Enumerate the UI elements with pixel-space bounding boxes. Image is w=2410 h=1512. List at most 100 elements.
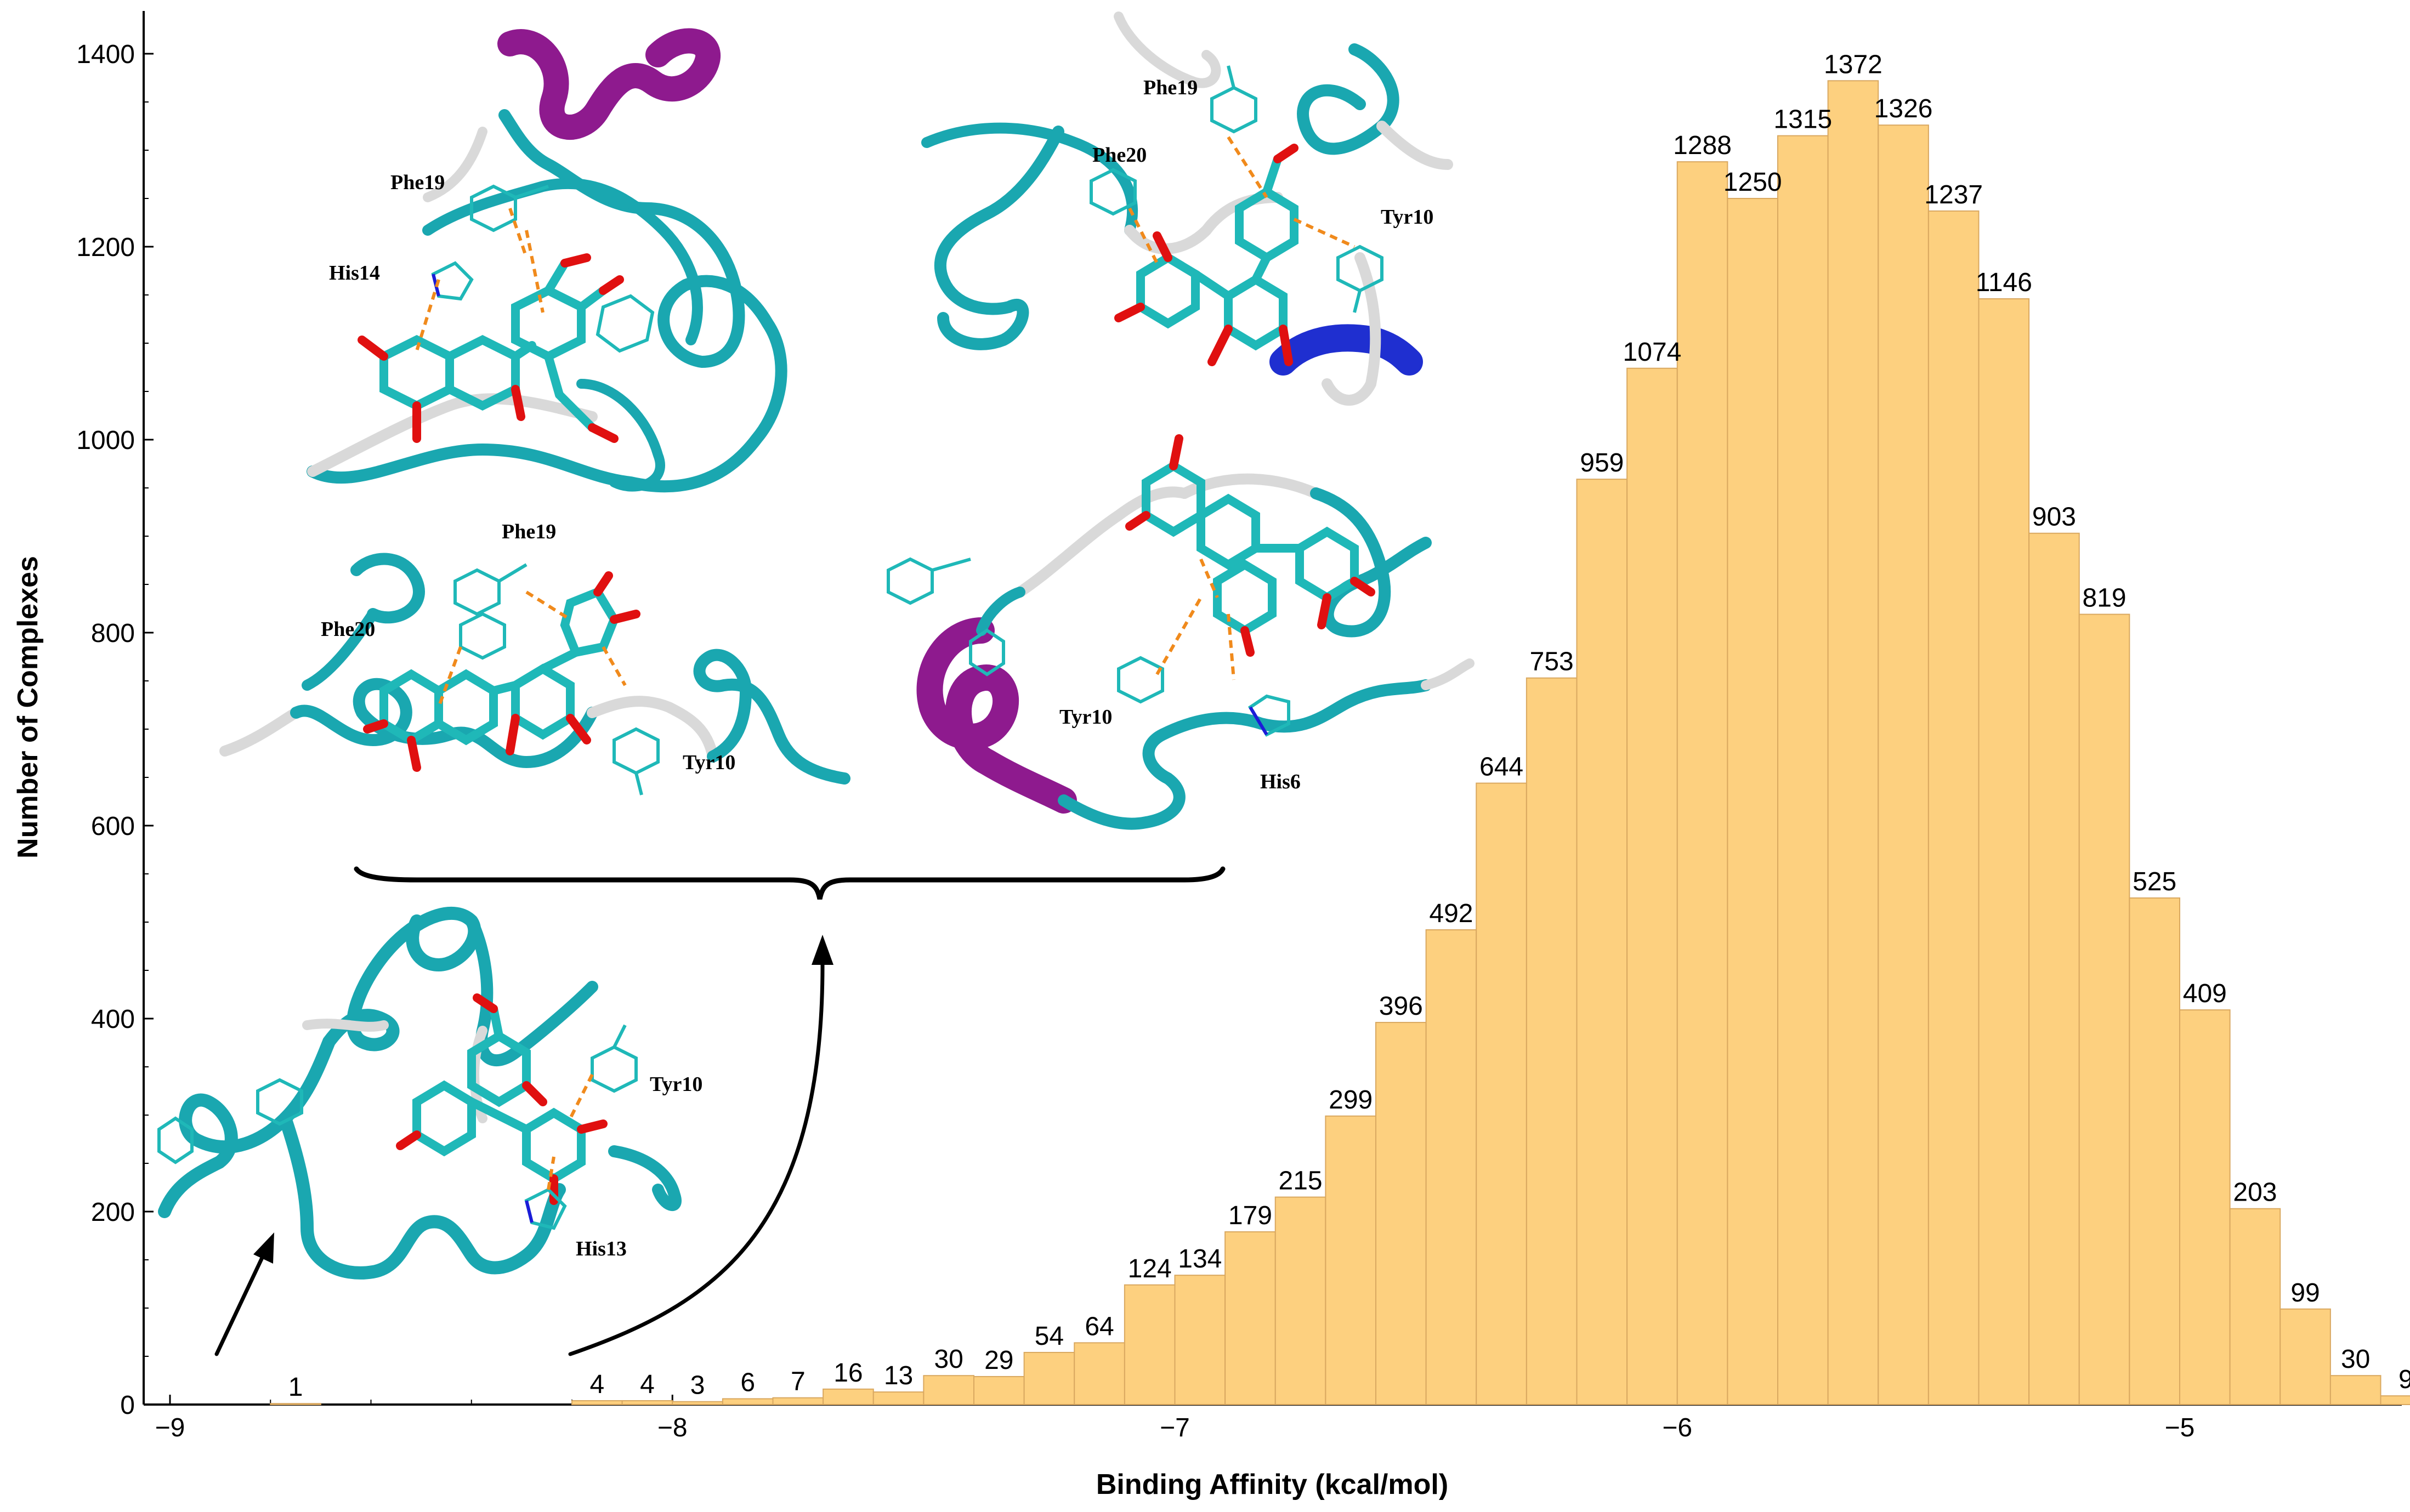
histogram-bar: [1978, 298, 2030, 1405]
y-tick-label: 800: [91, 619, 135, 648]
backbone-coil: [350, 553, 425, 624]
bar-value-label: 492: [1429, 899, 1473, 928]
histogram-bar: [1576, 479, 1628, 1405]
histogram-bar: [2129, 897, 2180, 1405]
histogram-bar: [973, 1375, 1025, 1405]
bar-value-label: 819: [2083, 584, 2127, 613]
histogram-bar: [722, 1398, 774, 1405]
histogram-bar: [1777, 135, 1829, 1405]
residue-label-his6: His6: [1260, 770, 1301, 793]
backbone-turn: [302, 1019, 389, 1032]
backbone-turn: [1124, 192, 1283, 254]
backbone-turn: [219, 707, 302, 757]
residue-label-his13: His13: [576, 1237, 627, 1260]
residue-label-phe19: Phe19: [502, 520, 556, 543]
histogram-bar: [872, 1391, 925, 1406]
x-ticks: −9 −8 −7 −6 −5: [155, 1395, 2381, 1442]
histogram-bar: [2229, 1208, 2281, 1405]
backbone-coil: [576, 379, 665, 492]
histogram-bar: [270, 1403, 321, 1405]
histogram-bar: [571, 1400, 623, 1405]
helix-ribbon: [497, 28, 721, 140]
bar-value-label: 6: [740, 1368, 755, 1397]
backbone-coil: [422, 178, 703, 345]
bar-value-label: 16: [833, 1358, 863, 1388]
bar-value-label: 1146: [1976, 268, 2032, 297]
hbond-lines: [415, 208, 545, 351]
histogram-bar: [1676, 161, 1728, 1405]
bar-value-label: 203: [2233, 1178, 2277, 1207]
bar-value-label: 1: [288, 1373, 303, 1402]
backbone-turn: [1376, 121, 1453, 170]
histogram-bar: [1827, 80, 1879, 1405]
backbone-coil: [608, 1145, 682, 1211]
backbone-coil: [934, 126, 1064, 350]
histogram-bar: [1274, 1196, 1326, 1406]
bar-value-label: 134: [1178, 1244, 1222, 1274]
backbone-coil: [976, 587, 1025, 636]
histogram-bar: [672, 1401, 723, 1405]
y-tick-label: 600: [91, 812, 135, 841]
bar-value-label: 959: [1580, 448, 1624, 478]
histogram-bar: [1425, 929, 1477, 1405]
x-tick-label: −9: [155, 1413, 185, 1442]
y-tick-label: 0: [120, 1391, 135, 1420]
backbone-coil: [302, 609, 378, 691]
residue-label-his14: His14: [329, 262, 380, 285]
histogram-bar: [1626, 367, 1678, 1405]
backbone-turn: [307, 393, 598, 477]
inset-bottom-left: Tyr10 His13: [157, 907, 702, 1280]
histogram-bar: [2179, 1009, 2231, 1406]
backbone-coil: [921, 122, 1138, 236]
bar-value-label: 525: [2133, 867, 2176, 896]
backbone-turn: [1421, 658, 1475, 690]
bar-value-label: 124: [1128, 1254, 1172, 1283]
histogram-bar: [772, 1397, 824, 1405]
bar-value-label: 30: [934, 1345, 963, 1374]
ligand-sticks: [363, 571, 640, 772]
backbone-coil: [1058, 679, 1432, 830]
residue-label-phe19: Phe19: [1143, 76, 1198, 99]
histogram-bar: [923, 1375, 974, 1405]
sheet-segment: [1269, 324, 1423, 376]
backbone-coil: [1310, 487, 1432, 638]
bar-value-label: 299: [1329, 1085, 1373, 1115]
histogram-bar: [823, 1388, 874, 1406]
bar-value-label: 3: [690, 1371, 705, 1400]
bar-value-label: 215: [1279, 1167, 1323, 1196]
bar-value-label: 13: [884, 1361, 913, 1390]
hbond-lines: [437, 590, 627, 708]
residue-label-tyr10: Tyr10: [1381, 206, 1433, 229]
bar-value-label: 9: [2398, 1365, 2410, 1394]
ligand-sticks: [1114, 144, 1298, 366]
bar-value-label: 409: [2183, 979, 2227, 1008]
curly-brace: [354, 866, 1226, 900]
histogram-bar: [1526, 677, 1578, 1405]
y-tick-label: 400: [91, 1005, 135, 1034]
x-axis-title: Binding Affinity (kcal/mol): [1096, 1469, 1448, 1500]
hbond-lines: [1155, 558, 1235, 680]
bar-value-label: 903: [2032, 503, 2076, 532]
bar-value-label: 179: [1228, 1201, 1272, 1230]
backbone-coil: [1297, 43, 1399, 155]
histogram-bar: [1074, 1342, 1125, 1406]
residue-sidechains: [157, 1024, 638, 1230]
y-ticks: 0 200 400 600 800 1000 1200 1400: [76, 40, 154, 1420]
backbone-turn: [423, 127, 487, 202]
y-tick-label: 1200: [76, 233, 135, 262]
histogram-bar: [1476, 782, 1527, 1405]
hbond-lines: [1128, 136, 1356, 264]
histogram-bar: [621, 1400, 673, 1405]
histogram-bar: [1727, 198, 1778, 1405]
bar-value-label: 396: [1379, 992, 1423, 1021]
backbone-coil: [290, 678, 456, 747]
x-tick-label: −8: [657, 1413, 688, 1442]
bar-value-label: 1250: [1723, 168, 1782, 197]
y-tick-label: 1000: [76, 426, 135, 455]
residue-label-tyr10: Tyr10: [1059, 706, 1112, 729]
bar-value-label: 1315: [1773, 105, 1832, 134]
residue-sidechains: [887, 557, 1290, 737]
bar-value-label: 64: [1085, 1312, 1114, 1341]
backbone-turn: [1322, 252, 1381, 406]
